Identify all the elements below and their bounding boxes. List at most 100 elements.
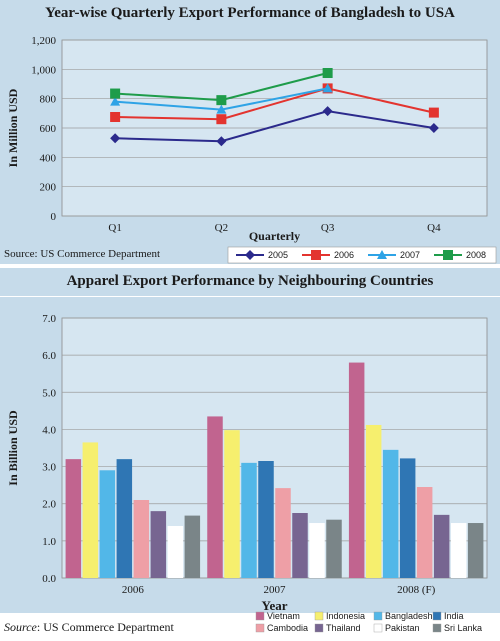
chart2-x-tick-label: 2006	[122, 584, 145, 596]
chart1-data-point	[110, 88, 121, 99]
chart1-series-line	[115, 87, 435, 121]
chart2-legend-swatch	[255, 611, 265, 621]
chart2-bar	[241, 462, 257, 578]
chart1-legend-box	[227, 246, 497, 264]
chart2-legend-label: Cambodia	[267, 623, 308, 633]
chart2-legend-swatch	[373, 611, 383, 621]
chart1-data-point	[428, 107, 439, 118]
chart1-legend-marker	[311, 250, 321, 260]
chart1-data-point	[322, 68, 333, 78]
chart1-legend-label: 2007	[400, 250, 420, 260]
chart2-bar	[116, 459, 133, 578]
chart2-legend-label: Indonesia	[326, 611, 365, 621]
chart1-data-point	[110, 133, 121, 144]
chart2-source-rest: : US Commerce Department	[36, 620, 174, 634]
chart2-bar	[416, 487, 433, 578]
chart1-legend-label: 2005	[268, 250, 288, 260]
chart1-y-tick-label: 1,200	[31, 35, 56, 47]
chart1-x-tick-label: Q4	[427, 222, 441, 234]
chart2-x-axis-label: Year	[262, 598, 288, 613]
chart1-data-point	[216, 136, 227, 147]
chart2-bar	[224, 430, 240, 578]
chart1-legend-label: 2006	[334, 250, 354, 260]
chart2-y-tick-label: 3.0	[42, 462, 56, 474]
chart2-legend-swatch	[314, 611, 324, 621]
chart2-bar	[326, 519, 342, 578]
chart2-title: Apparel Export Performance by Neighbouri…	[66, 273, 434, 289]
chart2-legend-label: Thailand	[326, 623, 361, 633]
chart2-svg: 0.0 1.0 2.0 3.0 4.0 5.0 6.0 7.0 2006 2007 2008 (F)…	[6, 313, 488, 633]
chart2-y-axis-label: In Billion USD	[6, 410, 20, 486]
chart1-data-point	[322, 106, 333, 117]
chart2-x-tick-label: 2007	[264, 584, 287, 596]
chart2-y-tick-label: 7.0	[42, 313, 56, 325]
chart2-bar	[433, 514, 450, 578]
chart2-bar	[133, 500, 150, 578]
chart2-legend-swatch	[373, 623, 383, 633]
chart2-bar	[365, 424, 382, 578]
chart2-legend-label: Pakistan	[385, 623, 420, 633]
chart1-legend-marker	[377, 250, 387, 259]
chart1-svg: 0 200 400 600 800 1,000 1,200 Q1 Q2 Q3 Q4 In Millio…	[6, 35, 497, 264]
chart2-bar	[207, 416, 223, 578]
chart2-x-tick-label: 2008 (F)	[397, 584, 436, 596]
chart2-y-tick-label: 4.0	[42, 424, 56, 436]
chart1-y-axis-label: In Million USD	[6, 88, 20, 167]
chart1-data-point	[428, 123, 439, 133]
chart2-bar	[292, 513, 308, 578]
chart2-bar	[184, 515, 201, 578]
chart1-y-tick-label: 0	[51, 211, 57, 223]
chart1-title-band	[0, 0, 500, 28]
chart2-plot-area	[61, 317, 488, 579]
chart2-legend-label: Sri Lanka	[444, 623, 482, 633]
chart2-bar	[399, 458, 416, 578]
chart2-bar	[348, 362, 365, 578]
chart1-data-point	[216, 104, 227, 114]
chart2-legend-swatch	[432, 611, 442, 621]
chart2-bar	[65, 459, 82, 578]
chart2-legend-label: Vietnam	[267, 611, 300, 621]
chart2-y-tick-label: 6.0	[42, 350, 56, 362]
chart1-data-point	[216, 114, 227, 125]
chart2-bar	[258, 461, 274, 578]
chart2-bar	[450, 523, 467, 578]
chart2-y-tick-label: 2.0	[42, 499, 56, 511]
chart2-source-italic: Source	[4, 620, 37, 634]
chart1-x-tick-label: Q1	[108, 222, 121, 234]
chart1-data-point	[110, 112, 121, 122]
chart2-legend-label: Bangladesh	[385, 611, 433, 621]
chart2-y-tick-label: 0.0	[42, 573, 56, 585]
chart2-bar	[167, 526, 184, 578]
chart2-y-tick-label: 5.0	[42, 387, 56, 399]
chart1-legend-marker	[443, 250, 453, 260]
chart2-bar	[99, 470, 116, 578]
chart1-data-point	[110, 96, 121, 106]
chart1-source: Source: US Commerce Department	[4, 248, 161, 260]
chart2-bar	[150, 511, 167, 578]
chart2-legend-swatch	[255, 623, 265, 633]
chart1-y-tick-label: 800	[40, 94, 57, 106]
chart2-bar	[467, 523, 484, 578]
chart2-bar	[82, 442, 99, 578]
chart1-legend-label: 2008	[466, 250, 486, 260]
chart1-y-tick-label: 400	[40, 152, 57, 164]
chart2-bar	[275, 488, 291, 578]
chart1-series-line	[115, 110, 435, 143]
chart1-data-point	[216, 95, 227, 106]
chart2-source: Source: US Commerce Department	[4, 620, 174, 635]
chart2-title-band	[0, 268, 500, 296]
chart1-x-tick-label: Q3	[321, 222, 335, 234]
chart2-bar	[382, 449, 399, 578]
chart2-legend-swatch	[432, 623, 442, 633]
chart1-title: Year-wise Quarterly Export Performance o…	[45, 5, 455, 21]
chart2-legend-swatch	[314, 623, 324, 633]
chart1-x-tick-label: Q2	[215, 222, 228, 234]
chart1-y-tick-label: 1,000	[31, 64, 56, 76]
chart1-legend-marker	[245, 250, 255, 260]
chart1-y-tick-label: 600	[40, 123, 57, 135]
chart1-data-point	[322, 83, 333, 93]
chart2-legend-label: India	[444, 611, 464, 621]
chart1-y-tick-label: 200	[40, 182, 57, 194]
chart2-y-tick-label: 1.0	[42, 536, 56, 548]
